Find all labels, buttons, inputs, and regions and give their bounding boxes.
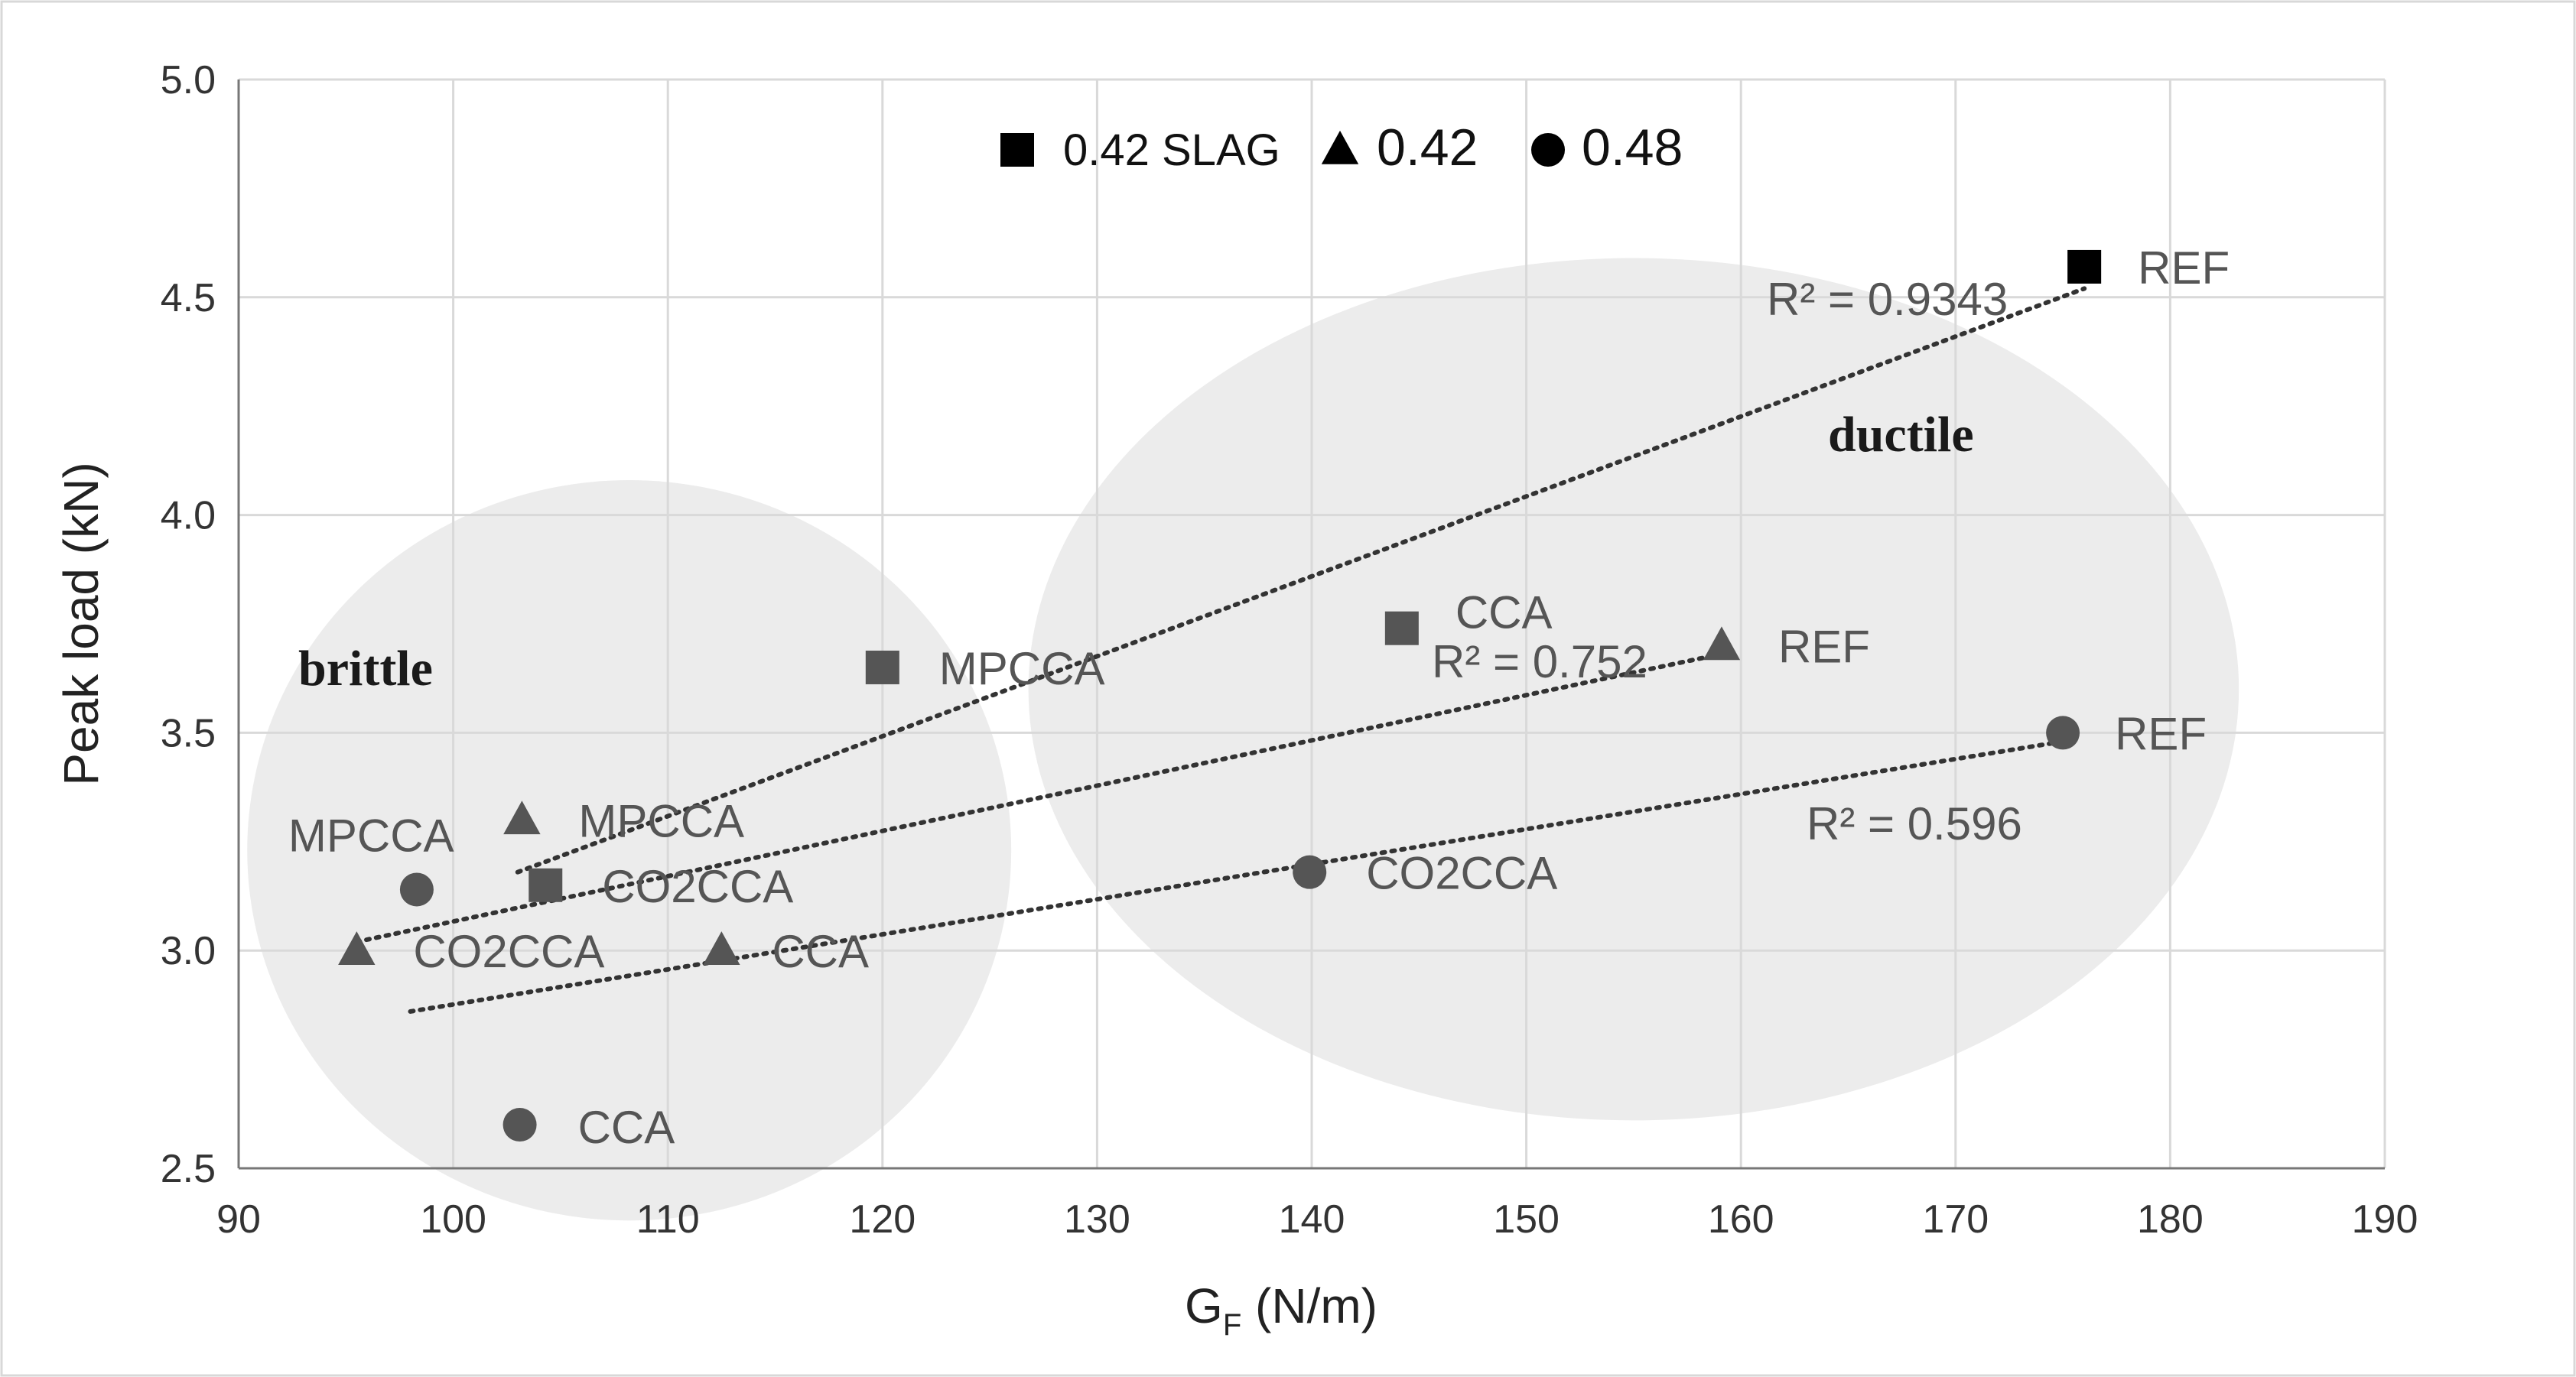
y-tick-label: 2.5 <box>161 1147 216 1191</box>
data-point <box>2046 716 2080 750</box>
x-tick-label: 150 <box>1493 1197 1560 1242</box>
legend-label: 0.42 SLAG <box>1063 125 1280 175</box>
legend-marker <box>1531 133 1565 167</box>
legend: 0.42 SLAG 0.42 0.48 <box>1000 119 1683 177</box>
axes-layer: 90 100 110 120 130 140 150 160 170 180 190 2.5 3.0 3.… <box>161 58 2418 1242</box>
y-tick-label: 3.0 <box>161 929 216 973</box>
data-point <box>529 868 563 902</box>
labels-layer: R² = 0.9343 CO2CCA MPCCA CCA REF R² = 0.752 CO… <box>288 242 2230 1153</box>
region-brittle <box>247 480 1012 1221</box>
x-tick-label: 130 <box>1064 1197 1130 1242</box>
r2-label: R² = 0.752 <box>1432 636 1647 687</box>
region-label-ductile: ductile <box>1828 407 1974 463</box>
x-tick-label: 100 <box>420 1197 486 1242</box>
legend-label: 0.42 <box>1377 119 1478 177</box>
y-tick-label: 3.5 <box>161 711 216 755</box>
data-point <box>399 872 434 907</box>
data-point <box>1703 626 1741 661</box>
region-ductile <box>1028 258 2239 1121</box>
point-label: MPCCA <box>288 810 454 861</box>
legend-marker <box>1321 130 1359 164</box>
point-label: REF <box>1778 621 1870 672</box>
x-tick-label: 170 <box>1922 1197 1989 1242</box>
x-tick-label: 120 <box>849 1197 916 1242</box>
data-point <box>2067 249 2102 284</box>
x-tick-label: 190 <box>2352 1197 2418 1242</box>
x-tick-label: 140 <box>1279 1197 1345 1242</box>
data-point <box>865 650 899 684</box>
trendlines-layer <box>354 286 2087 1014</box>
axis-titles: GF (N/m) Peak load (kN) <box>54 462 1377 1342</box>
y-tick-label: 5.0 <box>161 58 216 102</box>
trendline <box>354 651 1722 944</box>
point-label: CCA <box>1456 587 1553 638</box>
x-tick-label: 160 <box>1708 1197 1774 1242</box>
data-point <box>703 931 740 966</box>
x-axis-title: GF (N/m) <box>1185 1278 1377 1342</box>
region-label-brittle: brittle <box>298 641 433 697</box>
point-label: MPCCA <box>578 795 744 846</box>
data-point <box>338 931 376 966</box>
y-tick-label: 4.0 <box>161 494 216 538</box>
y-axis-title: Peak load (kN) <box>54 462 109 785</box>
data-point <box>1384 611 1419 645</box>
grid-layer <box>237 78 2386 1170</box>
point-label: CO2CCA <box>413 926 604 977</box>
data-point <box>1293 855 1327 889</box>
x-tick-label: 110 <box>636 1197 700 1242</box>
point-label: CCA <box>772 926 869 977</box>
data-point <box>503 1108 537 1142</box>
point-label: CCA <box>578 1102 675 1153</box>
x-tick-label: 180 <box>2137 1197 2204 1242</box>
r2-label: R² = 0.9343 <box>1767 274 2008 325</box>
point-label: CO2CCA <box>1366 848 1557 899</box>
points-layer <box>338 249 2102 1142</box>
legend-marker <box>1000 133 1034 167</box>
point-label: CO2CCA <box>602 861 793 912</box>
trendline <box>515 286 2087 875</box>
r2-label: R² = 0.596 <box>1807 798 2022 849</box>
x-tick-label: 90 <box>216 1197 261 1242</box>
point-label: REF <box>2138 242 2230 294</box>
data-point <box>503 801 541 835</box>
regions-layer <box>247 258 2239 1221</box>
point-label: MPCCA <box>939 643 1105 694</box>
point-label: REF <box>2115 708 2207 759</box>
trendline <box>408 739 2066 1014</box>
legend-label: 0.48 <box>1582 119 1683 177</box>
y-tick-label: 4.5 <box>161 276 216 320</box>
